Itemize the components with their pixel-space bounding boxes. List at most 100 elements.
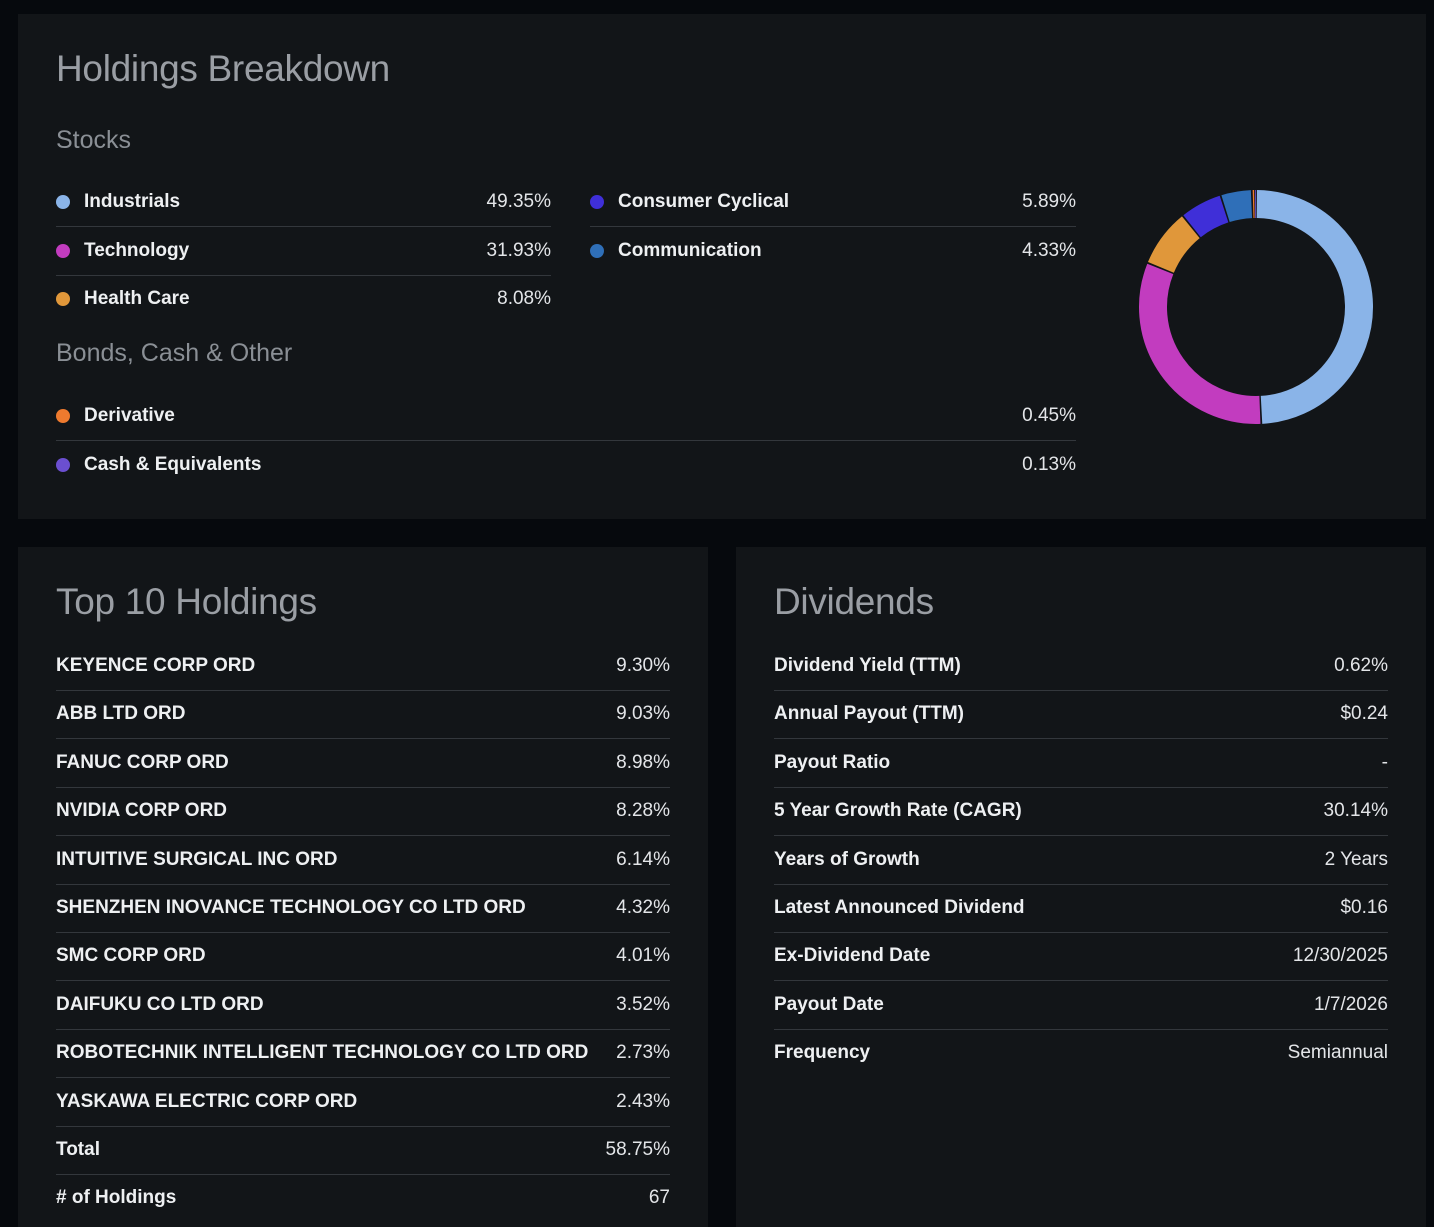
holdings-donut-chart (1118, 174, 1394, 450)
dividends-card: Dividends Dividend Yield (TTM) 0.62% Annua… (736, 547, 1426, 1227)
asset-row-value: 0.45% (1022, 405, 1076, 427)
holding-row-name: ROBOTECHNIK INTELLIGENT TECHNOLOGY CO LT… (56, 1042, 588, 1064)
holding-row-name: Total (56, 1139, 100, 1161)
holding-row-name: SMC CORP ORD (56, 945, 206, 967)
dividend-row-label: Payout Date (774, 994, 884, 1016)
holding-row: SHENZHEN INOVANCE TECHNOLOGY CO LTD ORD 4… (56, 884, 670, 933)
holding-row-value: 8.98% (616, 752, 670, 774)
dividend-row-value: Semiannual (1288, 1042, 1388, 1064)
holding-row-name: DAIFUKU CO LTD ORD (56, 994, 264, 1016)
dividend-row: Latest Announced Dividend$0.16 (774, 884, 1388, 933)
holding-row-value: 2.43% (616, 1091, 670, 1113)
holding-row-value: 3.52% (616, 994, 670, 1016)
sector-row-name: Consumer Cyclical (618, 191, 789, 213)
dividends-title: Dividends (774, 581, 934, 623)
dividend-row-value: 2 Years (1325, 849, 1388, 871)
dividend-row-label: Years of Growth (774, 849, 920, 871)
dividend-row-value: 0.62% (1334, 655, 1388, 677)
sector-row-name: Industrials (84, 191, 180, 213)
dividend-row: Annual Payout (TTM) $0.24 (774, 690, 1388, 739)
holding-row-value: 9.03% (616, 703, 670, 725)
holding-row-value: 4.32% (616, 897, 670, 919)
holding-row-value: 58.75% (606, 1139, 670, 1161)
legend-dot-icon (56, 244, 70, 258)
holding-row: FANUC CORP ORD 8.98% (56, 739, 670, 788)
legend-dot-icon (56, 195, 70, 209)
holding-row-label: INTUITIVE SURGICAL INC ORD (56, 849, 338, 871)
legend-dot-icon (590, 244, 604, 258)
holding-row-label: YASKAWA ELECTRIC CORP ORD (56, 1091, 357, 1113)
dividend-row-label: Latest Announced Dividend (774, 897, 1025, 919)
sector-row-label: Communication (590, 240, 762, 262)
holding-row-label: # of Holdings (56, 1187, 176, 1209)
sector-row-value: 49.35% (487, 191, 551, 213)
top-10-holdings-title: Top 10 Holdings (56, 581, 317, 623)
dividend-row-name: Payout Date (774, 994, 884, 1016)
holding-row-name: FANUC CORP ORD (56, 752, 229, 774)
holding-row-name: NVIDIA CORP ORD (56, 800, 227, 822)
sector-row-label: Technology (56, 240, 189, 262)
holding-row-name: INTUITIVE SURGICAL INC ORD (56, 849, 338, 871)
holding-row: YASKAWA ELECTRIC CORP ORD 2.43% (56, 1078, 670, 1127)
dividend-row-value: $0.24 (1340, 703, 1388, 725)
legend-dot-icon (56, 458, 70, 472)
donut-slice-health-care (1161, 227, 1191, 267)
holding-row-name: # of Holdings (56, 1187, 176, 1209)
sector-row: Health Care 8.08% (56, 275, 551, 323)
holding-row: ROBOTECHNIK INTELLIGENT TECHNOLOGY CO LT… (56, 1029, 670, 1078)
holding-row: DAIFUKU CO LTD ORD 3.52% (56, 981, 670, 1030)
dividend-row-name: Annual Payout (TTM) (774, 703, 964, 725)
dividend-row-label: 5 Year Growth Rate (CAGR) (774, 800, 1022, 822)
dividend-row: Frequency Semiannual (774, 1029, 1388, 1077)
dividend-row: Dividend Yield (TTM) 0.62% (774, 642, 1388, 691)
holding-row-label: ROBOTECHNIK INTELLIGENT TECHNOLOGY CO LT… (56, 1042, 588, 1064)
holding-row-value: 9.30% (616, 655, 670, 677)
dividend-row-value: 12/30/2025 (1293, 945, 1388, 967)
holding-row-label: SMC CORP ORD (56, 945, 206, 967)
dividend-row-name: Ex-Dividend Date (774, 945, 930, 967)
sector-row: Industrials 49.35% (56, 178, 551, 227)
donut-slice-technology (1153, 269, 1260, 410)
holding-row-name: KEYENCE CORP ORD (56, 655, 255, 677)
top-10-holdings-card: Top 10 Holdings KEYENCE CORP ORD 9.30% ABB… (18, 547, 708, 1227)
dividend-row-name: 5 Year Growth Rate (CAGR) (774, 800, 1022, 822)
sector-row-value: 31.93% (487, 240, 551, 262)
sector-row-name: Health Care (84, 288, 190, 310)
dividend-row-value: - (1382, 752, 1388, 774)
sector-row-value: 8.08% (497, 288, 551, 310)
donut-slice-communication (1226, 204, 1252, 209)
holding-row: NVIDIA CORP ORD 8.28% (56, 787, 670, 836)
holding-row-value: 8.28% (616, 800, 670, 822)
holding-row-value: 4.01% (616, 945, 670, 967)
legend-dot-icon (56, 409, 70, 423)
holding-row-label: NVIDIA CORP ORD (56, 800, 227, 822)
holding-row-name: ABB LTD ORD (56, 703, 185, 725)
dividend-row-name: Payout Ratio (774, 752, 890, 774)
asset-row-label: Cash & Equivalents (56, 454, 261, 476)
holdings-breakdown-title: Holdings Breakdown (56, 48, 390, 90)
donut-slice-industrials (1257, 204, 1359, 410)
dividend-row-label: Frequency (774, 1042, 870, 1064)
holding-row: ABB LTD ORD 9.03% (56, 690, 670, 739)
dividend-row-name: Frequency (774, 1042, 870, 1064)
dividend-row-value: 30.14% (1324, 800, 1388, 822)
holding-row-label: DAIFUKU CO LTD ORD (56, 994, 264, 1016)
holding-row-value: 2.73% (616, 1042, 670, 1064)
holding-row-label: KEYENCE CORP ORD (56, 655, 255, 677)
legend-dot-icon (56, 292, 70, 306)
holding-row-label: ABB LTD ORD (56, 703, 185, 725)
sector-row-name: Technology (84, 240, 189, 262)
holding-row-label: FANUC CORP ORD (56, 752, 229, 774)
holding-row-name: SHENZHEN INOVANCE TECHNOLOGY CO LTD ORD (56, 897, 526, 919)
dividend-row-name: Dividend Yield (TTM) (774, 655, 961, 677)
asset-row-name: Cash & Equivalents (84, 454, 261, 476)
holding-row: SMC CORP ORD 4.01% (56, 932, 670, 981)
legend-dot-icon (590, 195, 604, 209)
